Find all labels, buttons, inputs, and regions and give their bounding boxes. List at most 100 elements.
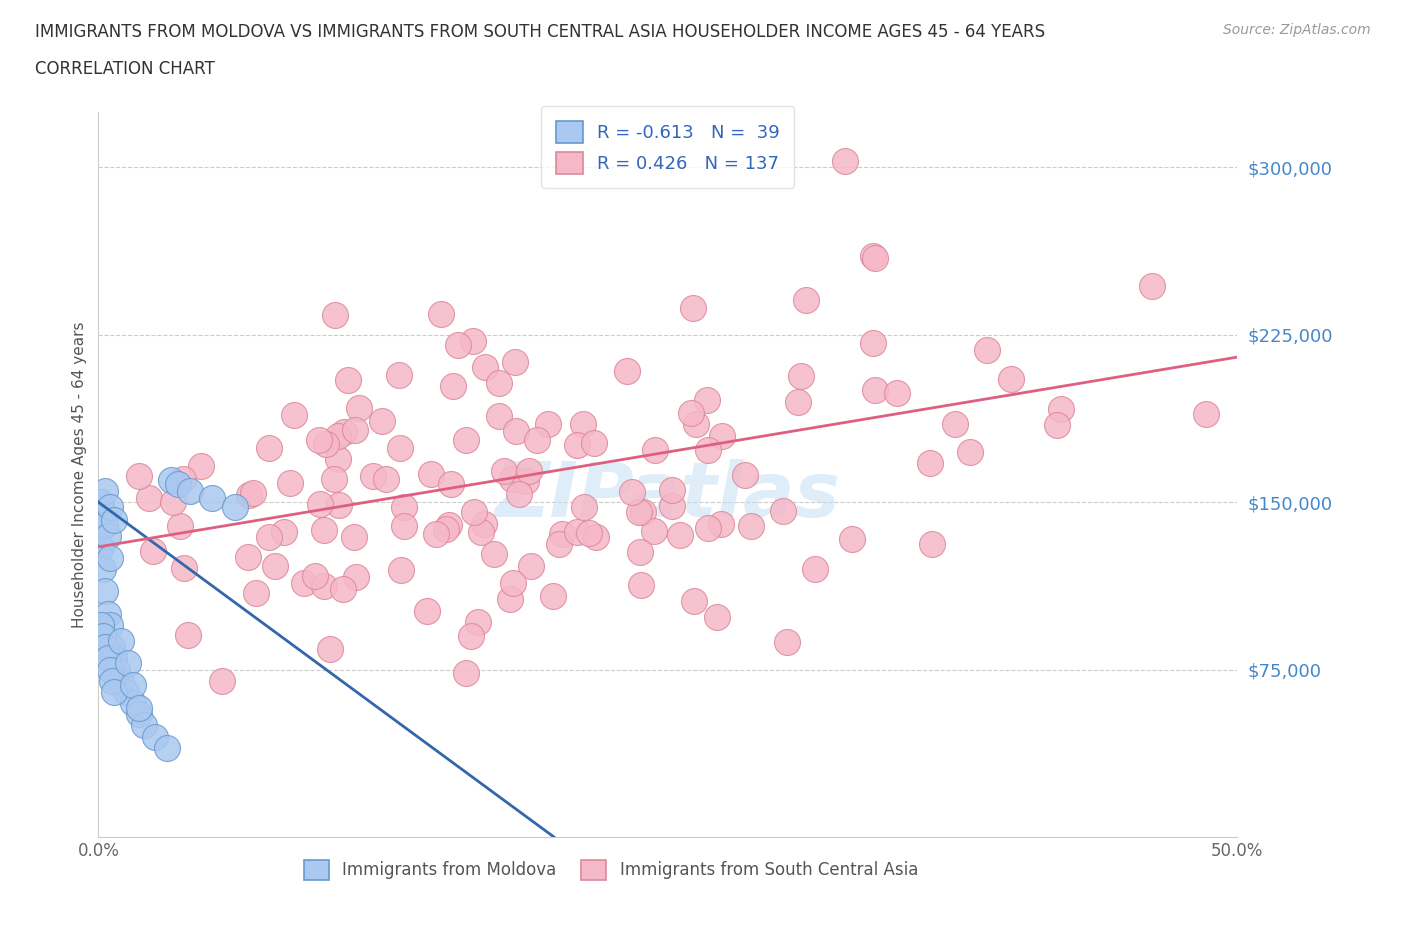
- Point: [494, 463, 516, 478]
- Point: [238, 488, 260, 503]
- Point: [326, 451, 349, 466]
- Point: [105, 662, 128, 677]
- Point: [959, 445, 981, 459]
- Point: [454, 666, 477, 681]
- Point: [101, 640, 124, 655]
- Point: [463, 504, 485, 519]
- Point: [682, 300, 704, 315]
- Point: [236, 550, 259, 565]
- Point: [740, 519, 762, 534]
- Point: [292, 576, 315, 591]
- Point: [508, 486, 530, 501]
- Point: [370, 414, 392, 429]
- Point: [142, 543, 165, 558]
- Point: [505, 424, 527, 439]
- Point: [375, 472, 398, 486]
- Point: [349, 401, 371, 416]
- Point: [661, 498, 683, 513]
- Point: [697, 521, 720, 536]
- Point: [172, 472, 194, 486]
- Point: [94, 517, 117, 532]
- Point: [520, 559, 543, 574]
- Point: [460, 628, 482, 643]
- Point: [344, 423, 367, 438]
- Point: [96, 606, 118, 621]
- Point: [585, 529, 607, 544]
- Point: [834, 153, 856, 168]
- Text: ZIPatlas: ZIPatlas: [495, 459, 841, 533]
- Point: [117, 656, 139, 671]
- Point: [96, 528, 118, 543]
- Point: [312, 578, 335, 593]
- Point: [706, 609, 728, 624]
- Point: [710, 517, 733, 532]
- Point: [501, 472, 523, 486]
- Point: [697, 442, 720, 457]
- Point: [308, 432, 330, 447]
- Point: [98, 551, 121, 565]
- Point: [696, 393, 718, 408]
- Point: [90, 539, 112, 554]
- Point: [94, 484, 117, 498]
- Point: [1195, 406, 1218, 421]
- Point: [98, 618, 121, 632]
- Point: [630, 578, 652, 592]
- Point: [392, 499, 415, 514]
- Point: [515, 473, 537, 488]
- Point: [1000, 372, 1022, 387]
- Point: [190, 458, 212, 473]
- Point: [572, 500, 595, 515]
- Point: [114, 684, 136, 699]
- Y-axis label: Householder Income Ages 45 - 64 years: Householder Income Ages 45 - 64 years: [72, 321, 87, 628]
- Point: [242, 485, 264, 500]
- Point: [943, 417, 966, 432]
- Point: [526, 432, 548, 447]
- Point: [257, 440, 280, 455]
- Point: [315, 436, 337, 451]
- Point: [128, 469, 150, 484]
- Point: [787, 394, 810, 409]
- Point: [621, 485, 644, 500]
- Point: [273, 525, 295, 539]
- Point: [669, 528, 692, 543]
- Point: [304, 569, 326, 584]
- Point: [224, 499, 246, 514]
- Point: [578, 525, 600, 540]
- Point: [921, 537, 943, 551]
- Point: [132, 718, 155, 733]
- Point: [437, 518, 460, 533]
- Text: Source: ZipAtlas.com: Source: ZipAtlas.com: [1223, 23, 1371, 37]
- Point: [517, 464, 540, 479]
- Point: [886, 385, 908, 400]
- Point: [363, 469, 385, 484]
- Point: [772, 503, 794, 518]
- Point: [173, 560, 195, 575]
- Point: [776, 634, 799, 649]
- Point: [482, 546, 505, 561]
- Point: [179, 484, 201, 498]
- Point: [308, 497, 330, 512]
- Point: [319, 642, 342, 657]
- Point: [278, 476, 301, 491]
- Point: [685, 417, 707, 432]
- Text: CORRELATION CHART: CORRELATION CHART: [35, 60, 215, 78]
- Point: [683, 593, 706, 608]
- Point: [245, 585, 267, 600]
- Point: [1046, 418, 1069, 432]
- Point: [425, 526, 447, 541]
- Point: [162, 495, 184, 510]
- Point: [91, 562, 114, 577]
- Point: [541, 589, 564, 604]
- Point: [103, 684, 125, 699]
- Point: [862, 248, 884, 263]
- Point: [644, 443, 666, 458]
- Point: [863, 382, 886, 397]
- Point: [841, 531, 863, 546]
- Point: [456, 432, 478, 447]
- Point: [128, 707, 150, 722]
- Point: [567, 525, 589, 539]
- Point: [94, 640, 117, 655]
- Point: [103, 651, 125, 666]
- Point: [160, 472, 183, 487]
- Point: [103, 512, 125, 527]
